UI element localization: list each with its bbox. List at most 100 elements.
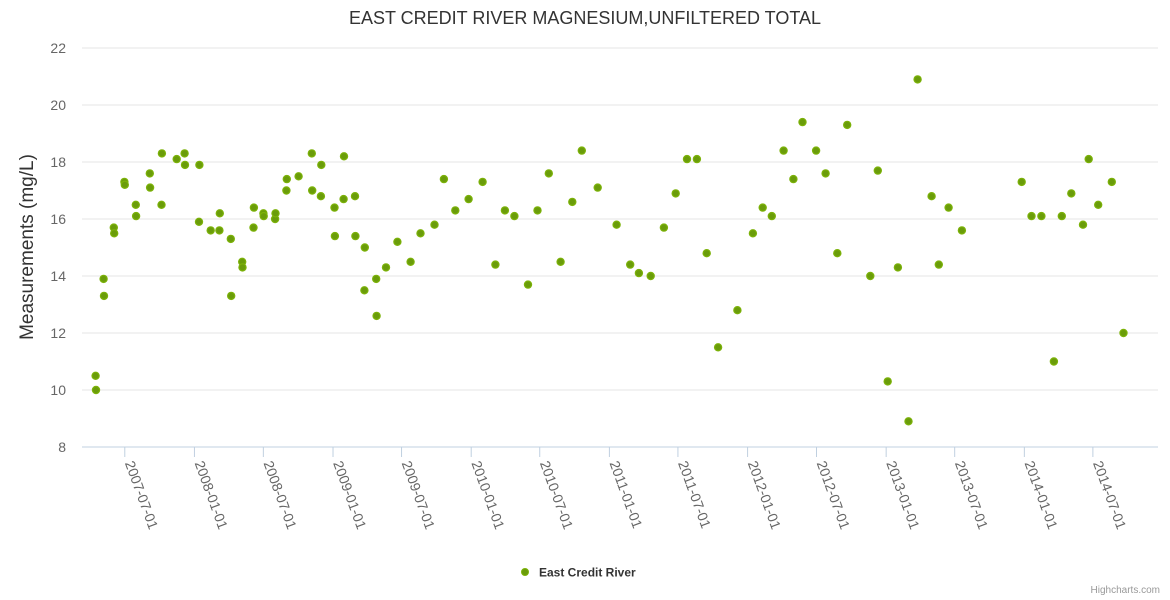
data-point[interactable]	[294, 172, 303, 181]
data-point[interactable]	[317, 160, 326, 170]
data-point[interactable]	[904, 417, 913, 426]
data-point[interactable]	[713, 343, 723, 352]
data-point[interactable]	[206, 226, 215, 235]
data-point[interactable]	[145, 183, 155, 192]
data-point[interactable]	[215, 209, 224, 218]
data-point[interactable]	[180, 160, 190, 170]
data-point[interactable]	[249, 223, 258, 232]
data-point[interactable]	[568, 197, 577, 207]
data-point[interactable]	[692, 154, 702, 164]
data-point[interactable]	[634, 268, 644, 278]
data-point[interactable]	[351, 231, 360, 241]
data-point[interactable]	[1084, 154, 1093, 164]
data-point[interactable]	[238, 263, 247, 272]
data-point[interactable]	[1017, 177, 1026, 187]
data-point[interactable]	[811, 146, 821, 155]
data-point[interactable]	[544, 169, 554, 178]
data-point[interactable]	[893, 263, 903, 272]
data-point[interactable]	[372, 274, 381, 284]
data-point[interactable]	[259, 211, 268, 221]
data-point[interactable]	[927, 191, 936, 201]
data-point[interactable]	[120, 180, 130, 189]
data-point[interactable]	[360, 286, 369, 295]
data-point[interactable]	[510, 211, 519, 221]
data-point[interactable]	[659, 223, 669, 232]
data-point[interactable]	[1027, 211, 1036, 221]
data-point[interactable]	[843, 120, 852, 130]
data-point[interactable]	[1049, 357, 1059, 366]
data-point[interactable]	[913, 75, 922, 84]
data-point[interactable]	[99, 291, 109, 301]
data-point[interactable]	[226, 234, 235, 244]
data-point[interactable]	[533, 206, 542, 215]
data-point[interactable]	[99, 274, 108, 284]
data-point[interactable]	[758, 203, 767, 212]
data-point[interactable]	[131, 200, 140, 209]
data-point[interactable]	[439, 174, 449, 184]
data-point[interactable]	[556, 257, 565, 266]
data-point[interactable]	[249, 203, 259, 212]
data-point[interactable]	[282, 174, 291, 184]
data-point[interactable]	[145, 169, 154, 178]
data-point[interactable]	[491, 260, 500, 269]
data-point[interactable]	[682, 154, 692, 164]
credits-link[interactable]: Highcharts.com	[1090, 585, 1160, 596]
data-point[interactable]	[821, 169, 830, 178]
legend[interactable]: East Credit River	[521, 566, 637, 580]
data-point[interactable]	[430, 220, 439, 229]
data-point[interactable]	[873, 166, 883, 175]
data-point[interactable]	[195, 160, 204, 170]
data-point[interactable]	[330, 231, 340, 241]
data-point[interactable]	[91, 385, 101, 395]
data-point[interactable]	[833, 248, 842, 258]
data-point[interactable]	[109, 229, 119, 238]
data-point[interactable]	[339, 152, 349, 161]
data-point[interactable]	[180, 149, 189, 158]
data-point[interactable]	[779, 146, 788, 155]
data-point[interactable]	[316, 191, 326, 201]
data-point[interactable]	[381, 263, 391, 272]
data-point[interactable]	[478, 177, 487, 187]
data-point[interactable]	[1107, 177, 1117, 187]
data-point[interactable]	[91, 371, 100, 380]
data-point[interactable]	[339, 194, 348, 204]
data-point[interactable]	[646, 271, 655, 281]
data-point[interactable]	[215, 226, 224, 235]
data-point[interactable]	[330, 203, 339, 212]
data-point[interactable]	[748, 229, 758, 238]
data-point[interactable]	[789, 174, 798, 184]
data-point[interactable]	[733, 306, 742, 315]
data-point[interactable]	[1078, 220, 1088, 229]
data-point[interactable]	[1067, 189, 1076, 198]
data-point[interactable]	[464, 194, 473, 204]
data-point[interactable]	[308, 186, 317, 195]
data-point[interactable]	[500, 206, 510, 215]
data-point[interactable]	[1057, 211, 1067, 221]
data-point[interactable]	[406, 257, 415, 266]
data-point[interactable]	[307, 149, 316, 158]
data-point[interactable]	[1037, 211, 1046, 221]
data-point[interactable]	[172, 154, 181, 164]
data-point[interactable]	[626, 260, 635, 269]
data-point[interactable]	[798, 117, 807, 127]
data-point[interactable]	[416, 229, 425, 238]
data-point[interactable]	[131, 211, 141, 221]
data-point[interactable]	[372, 311, 381, 321]
data-point[interactable]	[866, 271, 875, 281]
data-point[interactable]	[1119, 328, 1128, 338]
data-point[interactable]	[957, 226, 967, 235]
data-point[interactable]	[767, 211, 777, 221]
data-point[interactable]	[157, 200, 166, 209]
data-point[interactable]	[671, 189, 680, 198]
data-point[interactable]	[612, 220, 621, 229]
data-point[interactable]	[523, 280, 533, 289]
data-point[interactable]	[360, 243, 369, 252]
data-point[interactable]	[934, 260, 944, 269]
data-point[interactable]	[226, 291, 236, 301]
data-point[interactable]	[702, 248, 711, 258]
data-point[interactable]	[350, 191, 360, 201]
data-point[interactable]	[451, 206, 460, 215]
data-point[interactable]	[194, 217, 204, 226]
data-point[interactable]	[883, 377, 892, 386]
data-point[interactable]	[944, 203, 953, 212]
